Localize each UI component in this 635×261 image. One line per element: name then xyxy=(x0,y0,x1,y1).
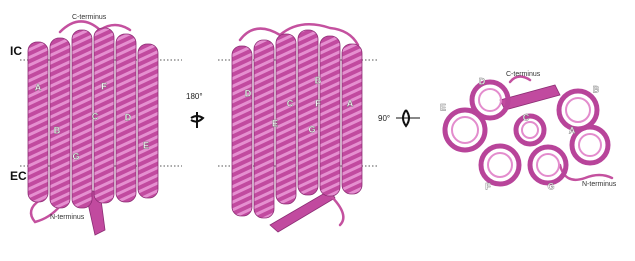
view-top: A B C D E F G C-terminus N-terminus xyxy=(440,71,617,192)
helix-label: G xyxy=(547,181,554,191)
n-terminus-label: N-terminus xyxy=(582,181,617,188)
helix-label: E xyxy=(272,118,278,128)
helix-label: A xyxy=(347,98,354,108)
rotation-label: 90° xyxy=(378,114,390,123)
helix xyxy=(319,35,341,197)
helix xyxy=(275,33,297,205)
helix-ring xyxy=(469,79,511,121)
strand xyxy=(269,189,336,233)
loop xyxy=(238,23,360,47)
helix-label: F xyxy=(485,181,491,191)
helix-label: D xyxy=(245,88,252,98)
helix-label: G xyxy=(72,151,79,161)
helix-ring xyxy=(569,124,611,166)
helix-label: E xyxy=(143,140,149,150)
helix xyxy=(341,43,363,195)
helix-label: C xyxy=(523,112,530,122)
c-terminus-label: C-terminus xyxy=(72,14,107,21)
ec-label: EC xyxy=(10,169,27,183)
view-side-1: A B C D E F G C-terminus N-terminus xyxy=(27,14,159,236)
helix xyxy=(93,27,115,204)
helix-label: E xyxy=(440,102,446,112)
strand xyxy=(499,84,561,111)
rotation-icon xyxy=(402,109,410,128)
helix-label: A xyxy=(569,125,576,135)
loop xyxy=(328,193,345,227)
loop xyxy=(29,198,62,224)
helix-ring xyxy=(442,107,488,153)
helix-label: C xyxy=(287,98,294,108)
helix xyxy=(71,29,93,209)
helix-label: F xyxy=(315,98,321,108)
helix xyxy=(297,29,319,196)
helix xyxy=(27,41,49,203)
helix-ring xyxy=(527,144,569,186)
rotation-label: 180° xyxy=(186,92,203,101)
helix-ring xyxy=(556,88,600,132)
ic-label: IC xyxy=(10,44,22,58)
helix-label: D xyxy=(479,76,486,86)
helix-label: B xyxy=(315,75,322,85)
helix-ring xyxy=(478,143,522,187)
helix-label: F xyxy=(101,81,107,91)
loop xyxy=(508,75,532,84)
helix xyxy=(115,33,137,203)
helix-label: D xyxy=(125,112,132,122)
helix-label: G xyxy=(308,124,315,134)
helix xyxy=(253,39,275,219)
helix xyxy=(231,45,253,217)
helix-label: B xyxy=(54,125,61,135)
helix-label: C xyxy=(92,111,99,121)
loop xyxy=(58,20,132,34)
c-terminus-label: C-terminus xyxy=(506,71,541,78)
n-terminus-label: N-terminus xyxy=(50,214,85,221)
helix xyxy=(137,43,159,199)
helix-label: B xyxy=(593,84,600,94)
helix xyxy=(49,37,71,209)
rotation-icon xyxy=(190,112,205,128)
helix-label: A xyxy=(35,82,42,92)
view-side-2: A B C D E F G xyxy=(231,23,363,233)
helix-ring xyxy=(513,113,547,147)
